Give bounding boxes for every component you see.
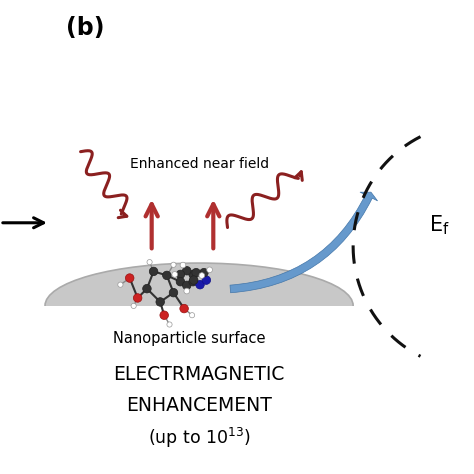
Circle shape — [200, 268, 208, 277]
Circle shape — [131, 303, 137, 309]
Circle shape — [189, 277, 197, 286]
Circle shape — [192, 268, 201, 277]
Circle shape — [182, 266, 191, 275]
Ellipse shape — [45, 263, 353, 348]
Text: ELECTRMAGNETIC: ELECTRMAGNETIC — [113, 365, 285, 384]
Text: (b): (b) — [66, 17, 105, 40]
Circle shape — [199, 273, 205, 278]
Circle shape — [172, 272, 178, 277]
Circle shape — [176, 270, 185, 279]
Circle shape — [163, 271, 171, 280]
Circle shape — [160, 311, 168, 319]
Circle shape — [190, 276, 198, 284]
Circle shape — [196, 281, 204, 289]
Circle shape — [207, 267, 212, 273]
Circle shape — [143, 284, 151, 293]
Text: E$_\mathsf{f}$: E$_\mathsf{f}$ — [429, 213, 450, 237]
Circle shape — [190, 313, 195, 318]
Circle shape — [171, 262, 176, 267]
Circle shape — [167, 322, 172, 327]
Circle shape — [189, 270, 197, 279]
Circle shape — [182, 281, 191, 290]
Circle shape — [202, 276, 210, 284]
Circle shape — [147, 260, 152, 264]
Circle shape — [118, 282, 123, 287]
Circle shape — [176, 277, 185, 286]
Text: (up to 10$^{13}$): (up to 10$^{13}$) — [148, 427, 250, 450]
Text: Enhanced near field: Enhanced near field — [129, 156, 269, 171]
Circle shape — [126, 274, 134, 283]
Circle shape — [180, 262, 186, 268]
Circle shape — [169, 288, 178, 297]
Circle shape — [184, 288, 190, 294]
Text: ENHANCEMENT: ENHANCEMENT — [126, 396, 272, 415]
Circle shape — [149, 267, 158, 276]
Circle shape — [133, 294, 142, 302]
Text: Nanoparticle surface: Nanoparticle surface — [113, 331, 266, 346]
Circle shape — [180, 304, 188, 313]
Circle shape — [156, 298, 164, 306]
